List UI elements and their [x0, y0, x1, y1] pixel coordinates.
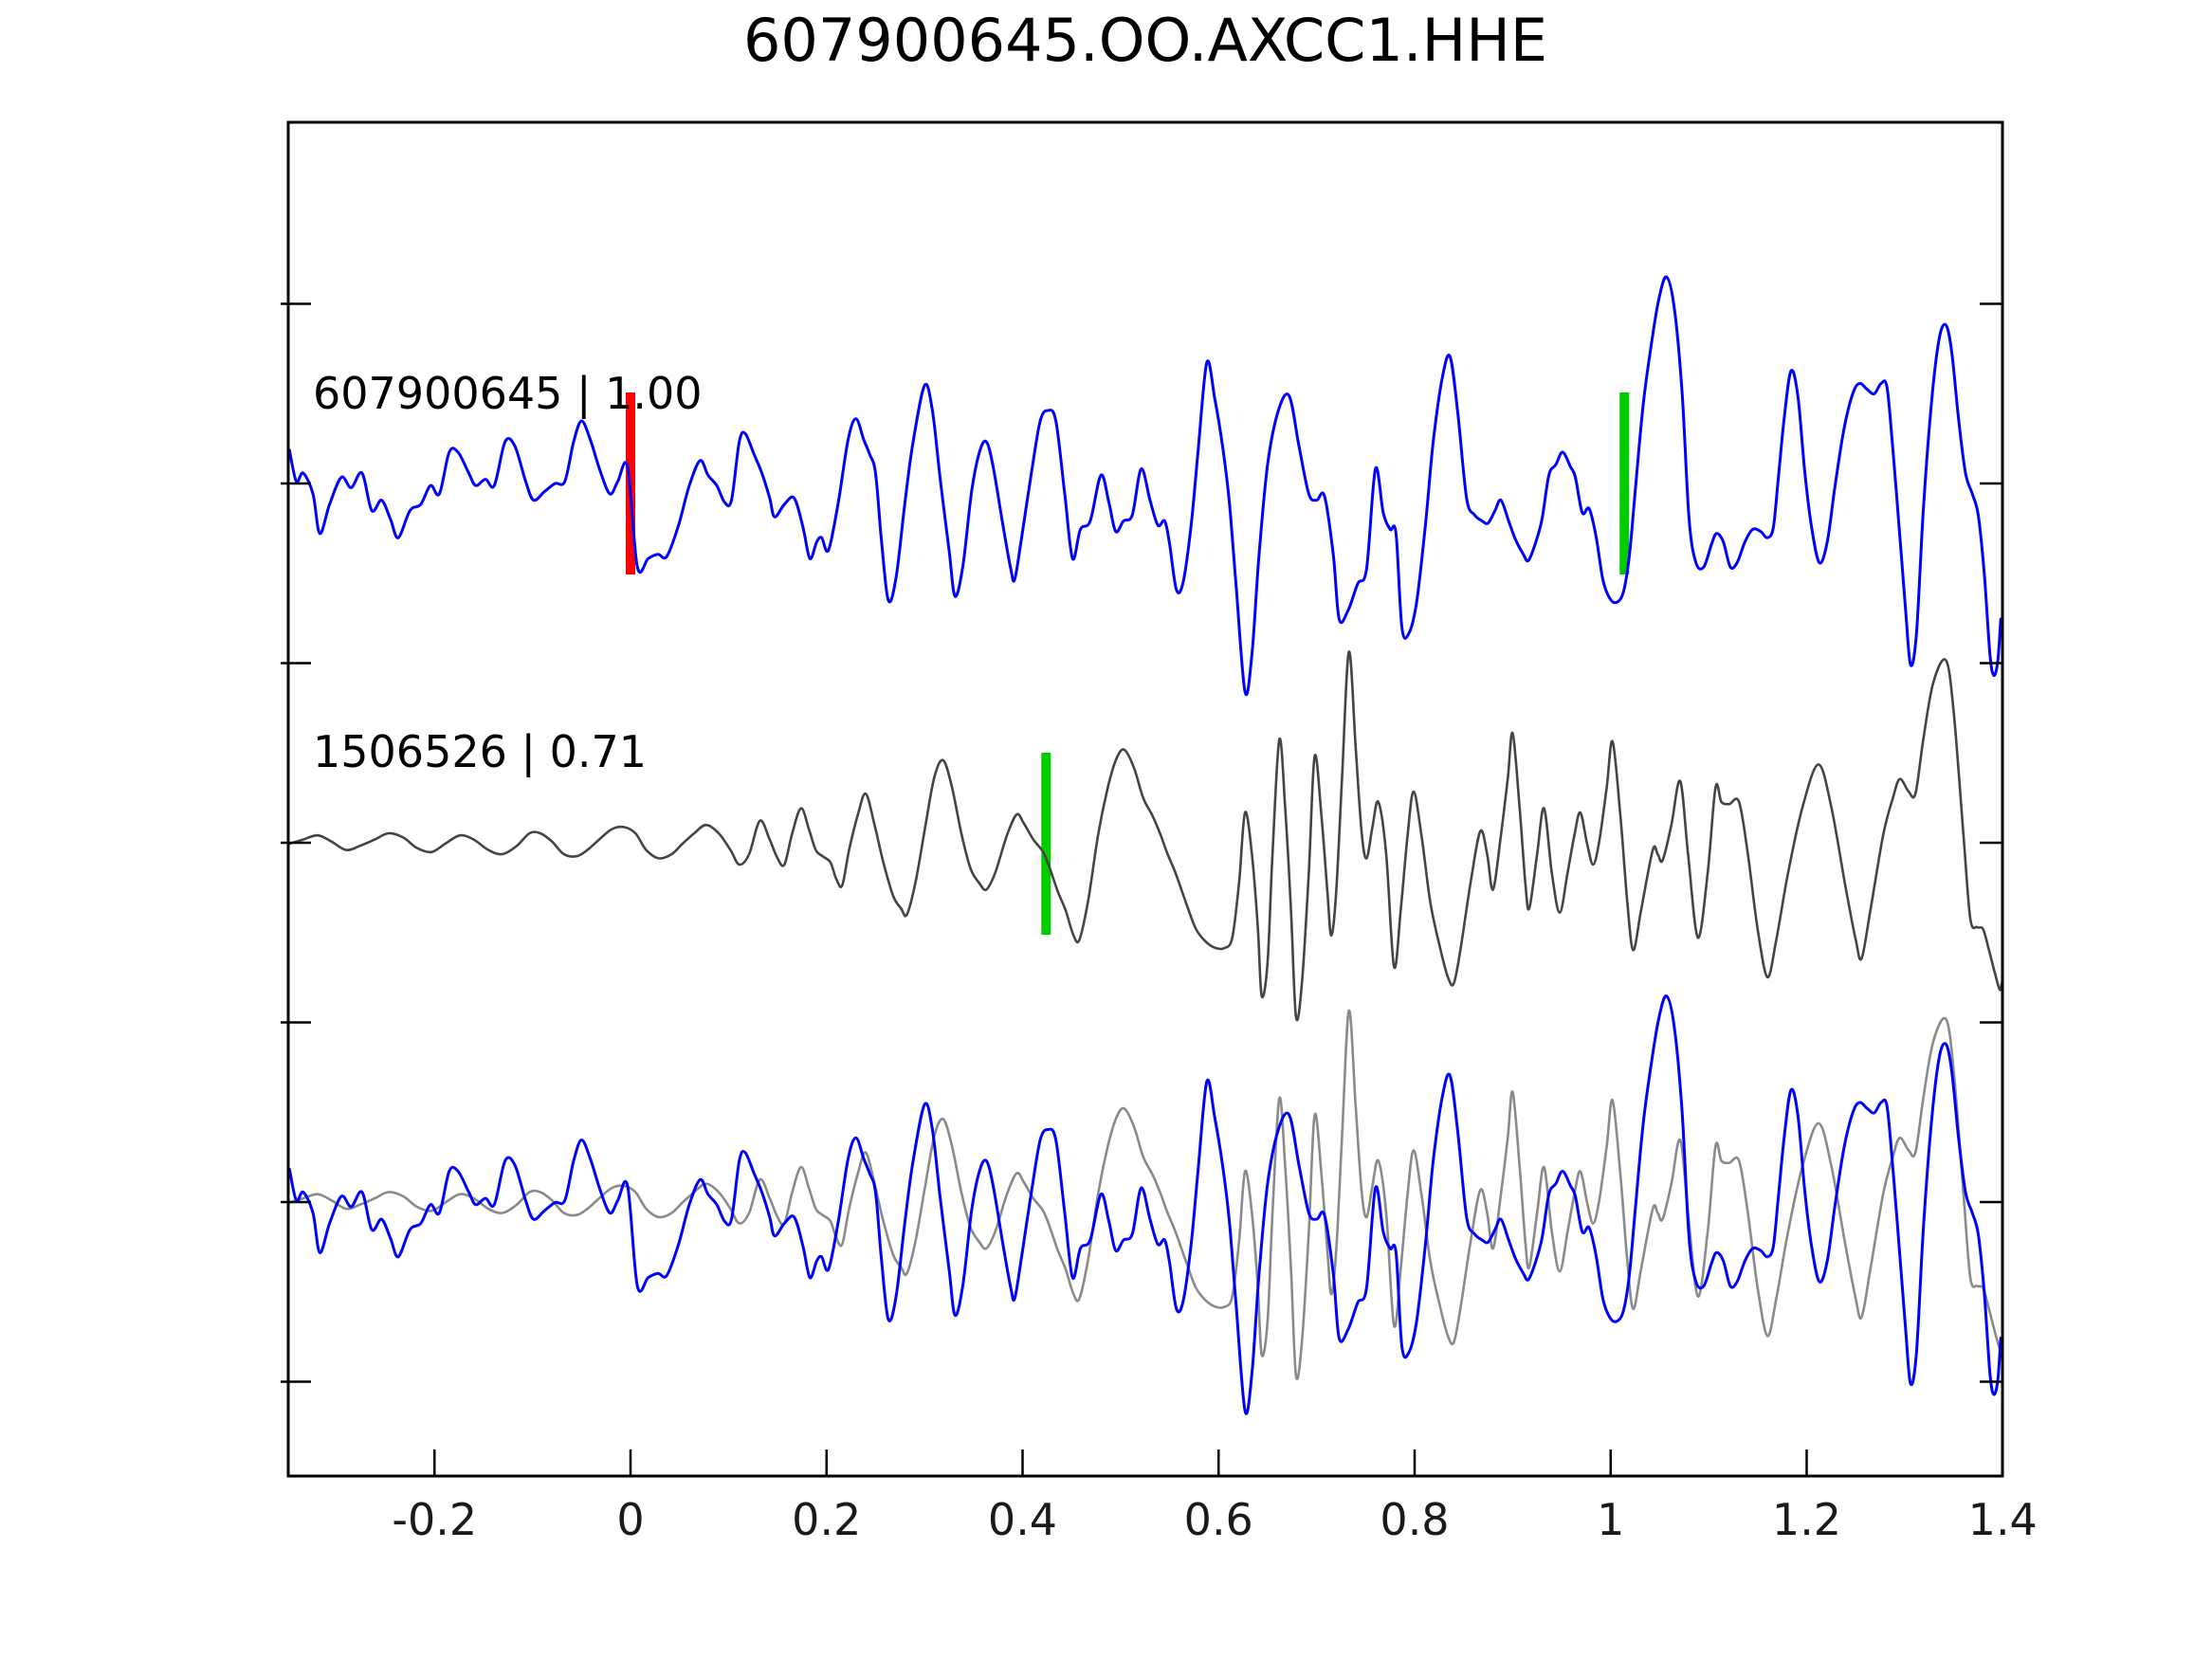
axes-box	[286, 120, 2004, 1478]
x-tick-label: -0.2	[392, 1494, 478, 1545]
x-tick-label: 0.4	[987, 1494, 1058, 1545]
detection-trace-label: 1506526 | 0.71	[313, 726, 648, 777]
x-tick-label: 1.4	[1967, 1494, 2038, 1545]
row1-template-waveform	[289, 275, 2002, 697]
y-axis-ticks	[281, 302, 2002, 1383]
chart-title: 607900645.OO.AXCC1.HHE	[742, 6, 1548, 75]
x-tick-label: 1	[1597, 1494, 1625, 1545]
x-tick-label: 0.2	[792, 1494, 862, 1545]
x-tick-label: 0	[616, 1494, 645, 1545]
x-tick-label: 0.8	[1380, 1494, 1450, 1545]
template-trace-label: 607900645 | 1.00	[313, 368, 703, 419]
row3-template-waveform	[289, 994, 2002, 1415]
row2-detection-waveform	[289, 650, 2002, 1022]
x-axis-ticks	[433, 1449, 2004, 1476]
waveforms	[289, 275, 2002, 1415]
x-tick-label: 1.2	[1771, 1494, 1842, 1545]
row3-detection-waveform	[289, 1009, 2002, 1380]
x-tick-label: 0.6	[1183, 1494, 1253, 1545]
